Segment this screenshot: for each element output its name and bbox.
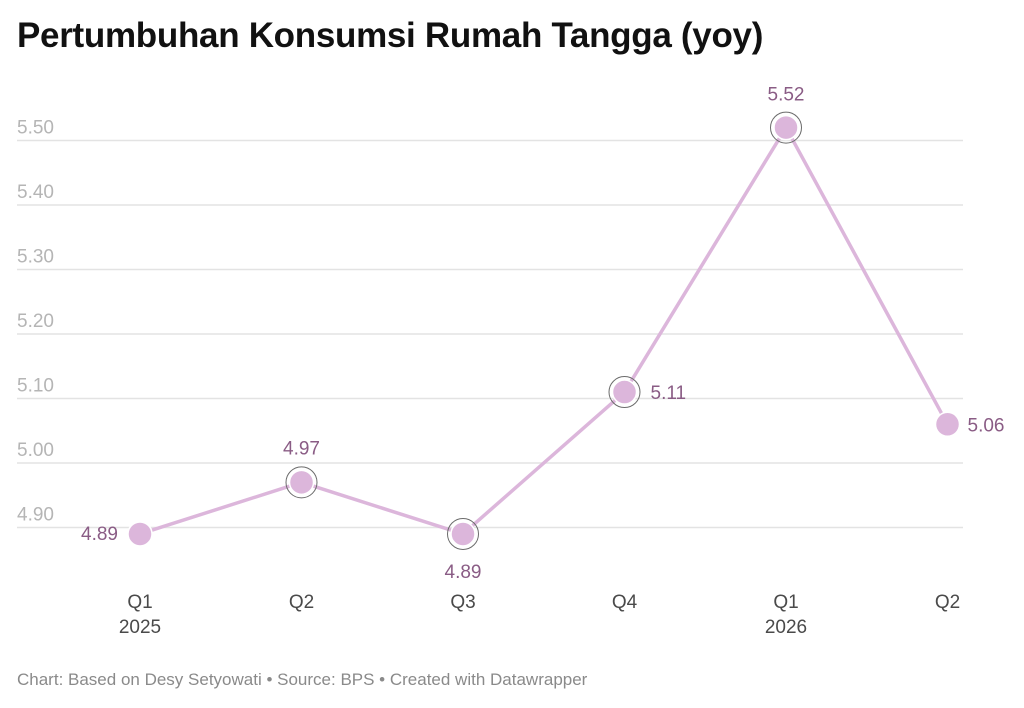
series-line-path bbox=[138, 125, 950, 536]
data-point bbox=[450, 521, 476, 547]
y-tick-label: 5.50 bbox=[17, 118, 54, 139]
data-point bbox=[773, 114, 799, 141]
data-point bbox=[611, 379, 638, 405]
chart-title: Pertumbuhan Konsumsi Rumah Tangga (yoy) bbox=[17, 16, 764, 55]
data-label: 4.89 bbox=[445, 562, 482, 583]
x-tick-label: Q1 bbox=[127, 592, 152, 613]
series-line bbox=[138, 125, 950, 536]
x-tick-label: Q4 bbox=[612, 592, 638, 613]
data-point-ring bbox=[608, 376, 641, 409]
x-tick-year-label: 2026 bbox=[765, 617, 807, 638]
y-tick-label: 5.10 bbox=[17, 376, 54, 397]
data-points bbox=[127, 111, 961, 550]
y-tick-label: 4.90 bbox=[17, 505, 54, 526]
data-point-ring bbox=[447, 517, 479, 550]
x-axis: Q1 2025 Q2 Q3 Q4 Q1 2026 Q2 bbox=[119, 592, 960, 638]
y-tick-label: 5.20 bbox=[17, 311, 54, 332]
data-label: 5.06 bbox=[968, 415, 1005, 436]
chart-footer: Chart: Based on Desy Setyowati • Source:… bbox=[17, 670, 588, 689]
x-tick-year-label: 2025 bbox=[119, 617, 161, 638]
data-point-ring bbox=[285, 466, 318, 499]
data-point bbox=[127, 521, 153, 547]
gridlines bbox=[17, 139, 963, 529]
data-point bbox=[288, 469, 315, 496]
y-tick-label: 5.40 bbox=[17, 182, 54, 203]
x-tick-label: Q2 bbox=[289, 592, 314, 613]
y-axis: 4.90 5.00 5.10 5.20 5.30 5.40 5.50 bbox=[17, 118, 54, 526]
x-tick-label: Q3 bbox=[450, 592, 475, 613]
y-tick-label: 5.30 bbox=[17, 247, 54, 268]
x-tick-label: Q1 bbox=[773, 592, 798, 613]
data-label: 4.89 bbox=[81, 524, 118, 545]
data-label: 4.97 bbox=[283, 438, 320, 459]
y-tick-label: 5.00 bbox=[17, 440, 54, 461]
data-label: 5.52 bbox=[768, 85, 805, 106]
data-point bbox=[934, 411, 961, 438]
data-label: 5.11 bbox=[651, 383, 687, 404]
x-tick-label: Q2 bbox=[935, 592, 960, 613]
data-labels: 4.89 4.97 4.89 5.11 5.52 5.06 bbox=[81, 85, 1004, 583]
data-point-ring bbox=[770, 111, 802, 144]
